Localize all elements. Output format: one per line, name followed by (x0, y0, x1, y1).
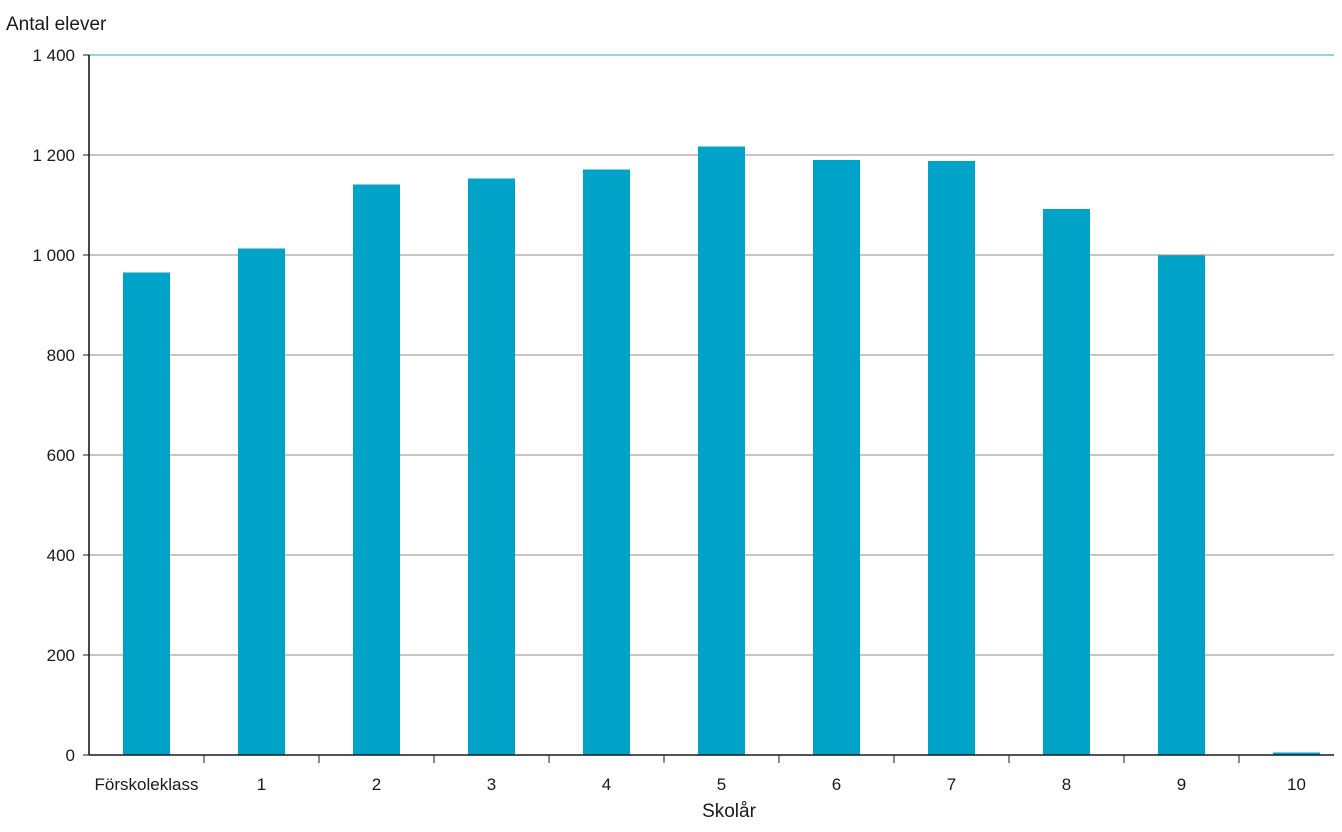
bar (238, 248, 285, 755)
y-tick-label: 1 200 (32, 146, 75, 165)
bar (1273, 752, 1320, 755)
x-tick-label: 3 (487, 775, 496, 794)
x-tick-label: 8 (1062, 775, 1071, 794)
x-tick-label: 2 (372, 775, 381, 794)
bar (813, 160, 860, 755)
bars (123, 146, 1320, 755)
x-tick-label: 7 (947, 775, 956, 794)
y-axis-title: Antal elever (6, 14, 107, 35)
bar (698, 146, 745, 755)
x-tick-label: 4 (602, 775, 611, 794)
x-tick-label: 10 (1287, 775, 1306, 794)
bar (353, 184, 400, 755)
y-tick-label: 200 (47, 646, 75, 665)
bar (928, 161, 975, 755)
tick-labels: 0 200 400 600 800 1 000 1 200 1 400 Förskoleklas… (32, 46, 1306, 794)
x-tick-label: Förskoleklass (95, 775, 199, 794)
bar (1043, 209, 1090, 755)
y-tick-label: 1 000 (32, 246, 75, 265)
x-tick-label: 5 (717, 775, 726, 794)
x-tick-label: 1 (257, 775, 266, 794)
axes (83, 54, 1334, 763)
y-tick-label: 800 (47, 346, 75, 365)
y-tick-label: 0 (66, 746, 75, 765)
x-tick-label: 6 (832, 775, 841, 794)
bar (123, 272, 170, 755)
y-tick-label: 1 400 (32, 46, 75, 65)
y-tick-label: 400 (47, 546, 75, 565)
bar (1158, 255, 1205, 755)
x-tick-label: 9 (1177, 775, 1186, 794)
y-tick-label: 600 (47, 446, 75, 465)
bar (583, 169, 630, 755)
x-axis-title: Skolår (702, 801, 757, 822)
bar (468, 178, 515, 755)
